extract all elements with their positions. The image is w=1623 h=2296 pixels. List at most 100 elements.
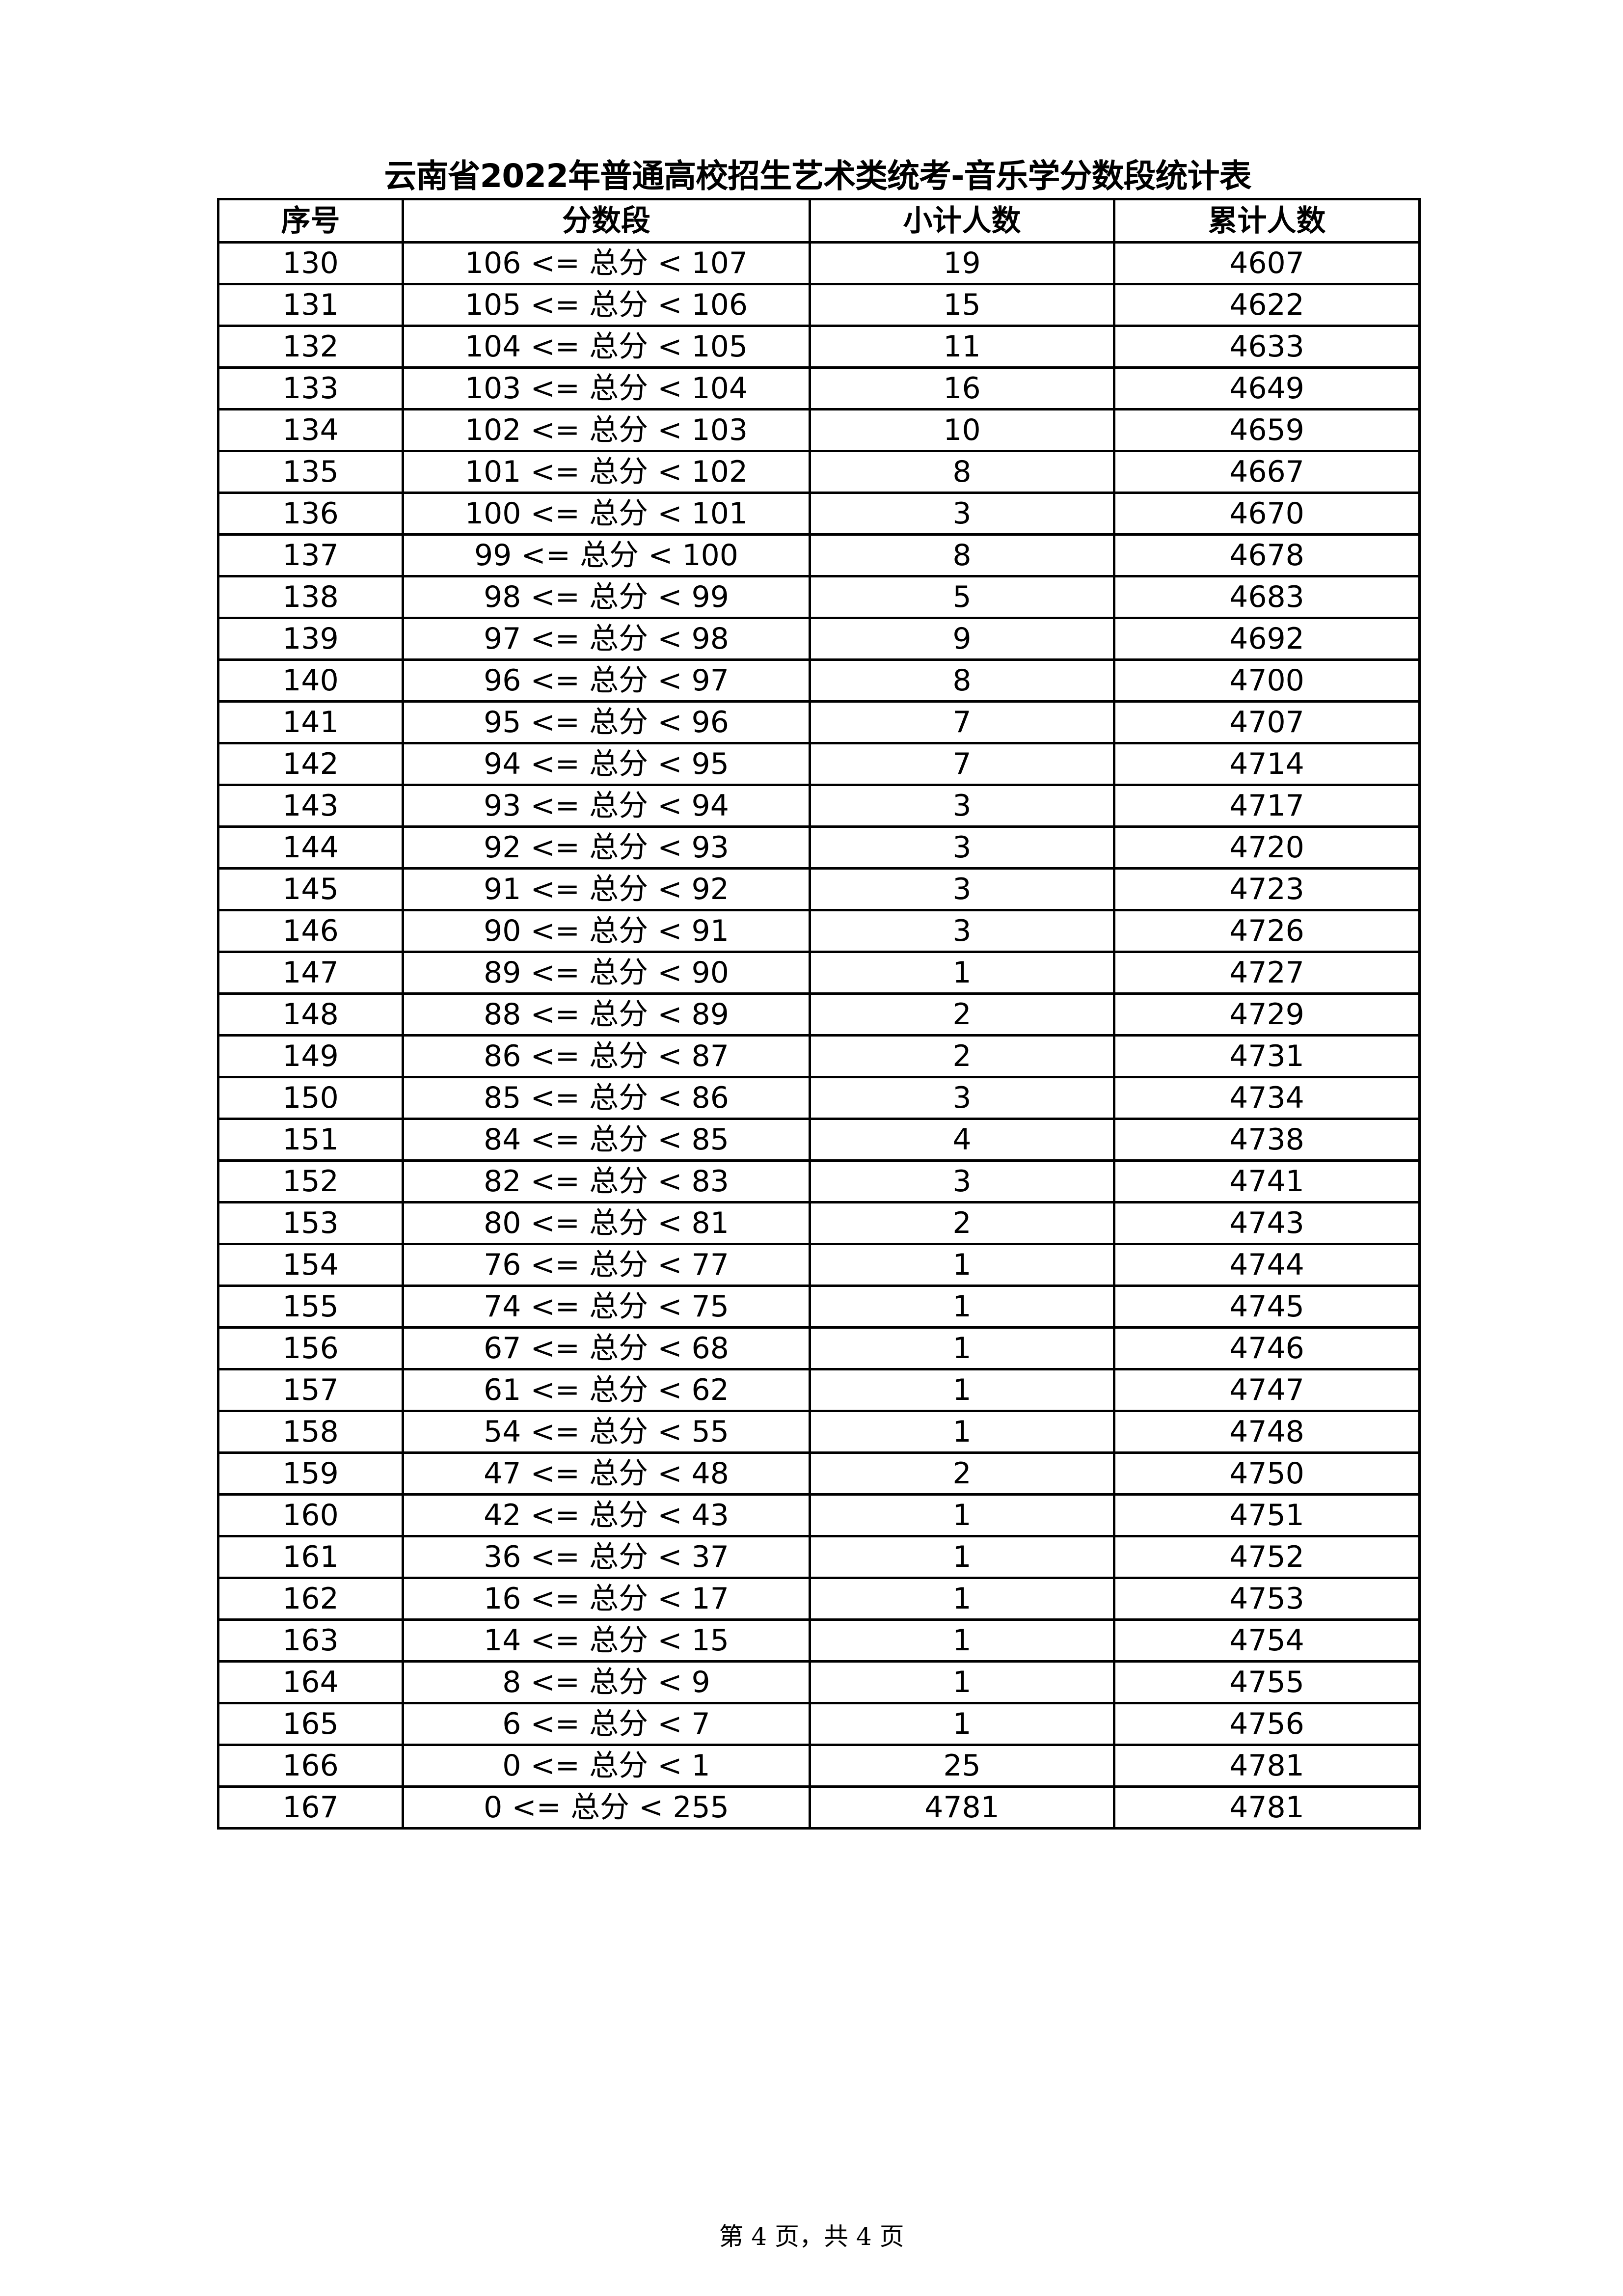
cell-subtotal: 3 — [809, 1159, 1115, 1203]
cell-score-range: 100 <= 总分 < 101 — [402, 492, 811, 536]
cell-index: 142 — [217, 742, 404, 786]
cell-score-range: 47 <= 总分 < 48 — [402, 1451, 811, 1496]
cell-subtotal: 11 — [809, 325, 1115, 369]
cell-index: 160 — [217, 1493, 404, 1537]
cell-score-range: 105 <= 总分 < 106 — [402, 283, 811, 327]
cell-index: 167 — [217, 1785, 404, 1830]
cell-score-range: 36 <= 总分 < 37 — [402, 1535, 811, 1579]
cell-index: 152 — [217, 1159, 404, 1203]
cell-subtotal: 9 — [809, 617, 1115, 661]
cell-score-range: 67 <= 总分 < 68 — [402, 1326, 811, 1370]
cell-subtotal: 1 — [809, 1493, 1115, 1537]
cell-subtotal: 4 — [809, 1118, 1115, 1162]
table-row: 149 86 <= 总分 < 87 2 4731 — [217, 1034, 1421, 1078]
table-row: 164 8 <= 总分 < 9 1 4755 — [217, 1660, 1421, 1704]
cell-index: 151 — [217, 1118, 404, 1162]
cell-score-range: 90 <= 总分 < 91 — [402, 909, 811, 953]
cell-score-range: 93 <= 总分 < 94 — [402, 784, 811, 828]
cell-cumulative: 4720 — [1113, 825, 1421, 870]
cell-subtotal: 8 — [809, 450, 1115, 494]
cell-score-range: 99 <= 总分 < 100 — [402, 533, 811, 577]
cell-subtotal: 10 — [809, 408, 1115, 452]
cell-score-range: 97 <= 总分 < 98 — [402, 617, 811, 661]
cell-cumulative: 4756 — [1113, 1702, 1421, 1746]
cell-index: 133 — [217, 366, 404, 410]
cell-score-range: 74 <= 总分 < 75 — [402, 1285, 811, 1329]
cell-index: 158 — [217, 1410, 404, 1454]
cell-subtotal: 8 — [809, 658, 1115, 703]
table-row: 138 98 <= 总分 < 99 5 4683 — [217, 575, 1421, 619]
cell-score-range: 85 <= 总分 < 86 — [402, 1076, 811, 1120]
table-row: 163 14 <= 总分 < 15 1 4754 — [217, 1618, 1421, 1663]
cell-subtotal: 1 — [809, 1410, 1115, 1454]
cell-cumulative: 4781 — [1113, 1785, 1421, 1830]
cell-index: 137 — [217, 533, 404, 577]
table-row: 136 100 <= 总分 < 101 3 4670 — [217, 492, 1421, 536]
table-body: 130 106 <= 总分 < 107 19 4607 131 105 <= 总分 < 1… — [217, 241, 1421, 1830]
cell-score-range: 8 <= 总分 < 9 — [402, 1660, 811, 1704]
table-row: 158 54 <= 总分 < 55 1 4748 — [217, 1410, 1421, 1454]
cell-score-range: 103 <= 总分 < 104 — [402, 366, 811, 410]
cell-cumulative: 4746 — [1113, 1326, 1421, 1370]
score-distribution-table: 序号 分数段 小计人数 累计人数 130 106 <= 总分 < 107 19 460… — [217, 198, 1421, 1830]
cell-cumulative: 4731 — [1113, 1034, 1421, 1078]
cell-index: 162 — [217, 1577, 404, 1621]
cell-subtotal: 19 — [809, 241, 1115, 285]
cell-subtotal: 5 — [809, 575, 1115, 619]
cell-index: 150 — [217, 1076, 404, 1120]
cell-index: 130 — [217, 241, 404, 285]
cell-subtotal: 16 — [809, 366, 1115, 410]
header-cumulative: 累计人数 — [1113, 198, 1421, 244]
cell-score-range: 96 <= 总分 < 97 — [402, 658, 811, 703]
cell-score-range: 106 <= 总分 < 107 — [402, 241, 811, 285]
cell-cumulative: 4723 — [1113, 867, 1421, 911]
cell-subtotal: 1 — [809, 1660, 1115, 1704]
page-title: 云南省2022年普通高校招生艺术类统考-音乐学分数段统计表 — [384, 157, 1251, 195]
cell-score-range: 82 <= 总分 < 83 — [402, 1159, 811, 1203]
table-row: 143 93 <= 总分 < 94 3 4717 — [217, 784, 1421, 828]
header-index: 序号 — [217, 198, 404, 244]
cell-index: 134 — [217, 408, 404, 452]
table-row: 145 91 <= 总分 < 92 3 4723 — [217, 867, 1421, 911]
cell-cumulative: 4753 — [1113, 1577, 1421, 1621]
cell-subtotal: 1 — [809, 1368, 1115, 1412]
cell-index: 143 — [217, 784, 404, 828]
table-row: 162 16 <= 总分 < 17 1 4753 — [217, 1577, 1421, 1621]
cell-cumulative: 4622 — [1113, 283, 1421, 327]
cell-index: 147 — [217, 951, 404, 995]
cell-subtotal: 2 — [809, 992, 1115, 1037]
cell-score-range: 80 <= 总分 < 81 — [402, 1201, 811, 1245]
cell-subtotal: 1 — [809, 951, 1115, 995]
cell-index: 145 — [217, 867, 404, 911]
cell-subtotal: 3 — [809, 825, 1115, 870]
cell-subtotal: 1 — [809, 1618, 1115, 1663]
cell-cumulative: 4700 — [1113, 658, 1421, 703]
table-row: 166 0 <= 总分 < 1 25 4781 — [217, 1744, 1421, 1788]
table-row: 153 80 <= 总分 < 81 2 4743 — [217, 1201, 1421, 1245]
cell-score-range: 95 <= 总分 < 96 — [402, 700, 811, 744]
cell-cumulative: 4752 — [1113, 1535, 1421, 1579]
cell-subtotal: 3 — [809, 1076, 1115, 1120]
cell-index: 153 — [217, 1201, 404, 1245]
cell-subtotal: 1 — [809, 1702, 1115, 1746]
cell-subtotal: 3 — [809, 784, 1115, 828]
cell-index: 163 — [217, 1618, 404, 1663]
table-row: 140 96 <= 总分 < 97 8 4700 — [217, 658, 1421, 703]
header-subtotal: 小计人数 — [809, 198, 1115, 244]
cell-score-range: 89 <= 总分 < 90 — [402, 951, 811, 995]
cell-subtotal: 1 — [809, 1535, 1115, 1579]
cell-subtotal: 15 — [809, 283, 1115, 327]
cell-score-range: 94 <= 总分 < 95 — [402, 742, 811, 786]
cell-index: 159 — [217, 1451, 404, 1496]
cell-cumulative: 4743 — [1113, 1201, 1421, 1245]
cell-cumulative: 4727 — [1113, 951, 1421, 995]
cell-index: 141 — [217, 700, 404, 744]
cell-cumulative: 4649 — [1113, 366, 1421, 410]
cell-cumulative: 4707 — [1113, 700, 1421, 744]
cell-cumulative: 4692 — [1113, 617, 1421, 661]
cell-score-range: 61 <= 总分 < 62 — [402, 1368, 811, 1412]
table-row: 132 104 <= 总分 < 105 11 4633 — [217, 325, 1421, 369]
cell-score-range: 54 <= 总分 < 55 — [402, 1410, 811, 1454]
cell-index: 164 — [217, 1660, 404, 1704]
cell-index: 157 — [217, 1368, 404, 1412]
